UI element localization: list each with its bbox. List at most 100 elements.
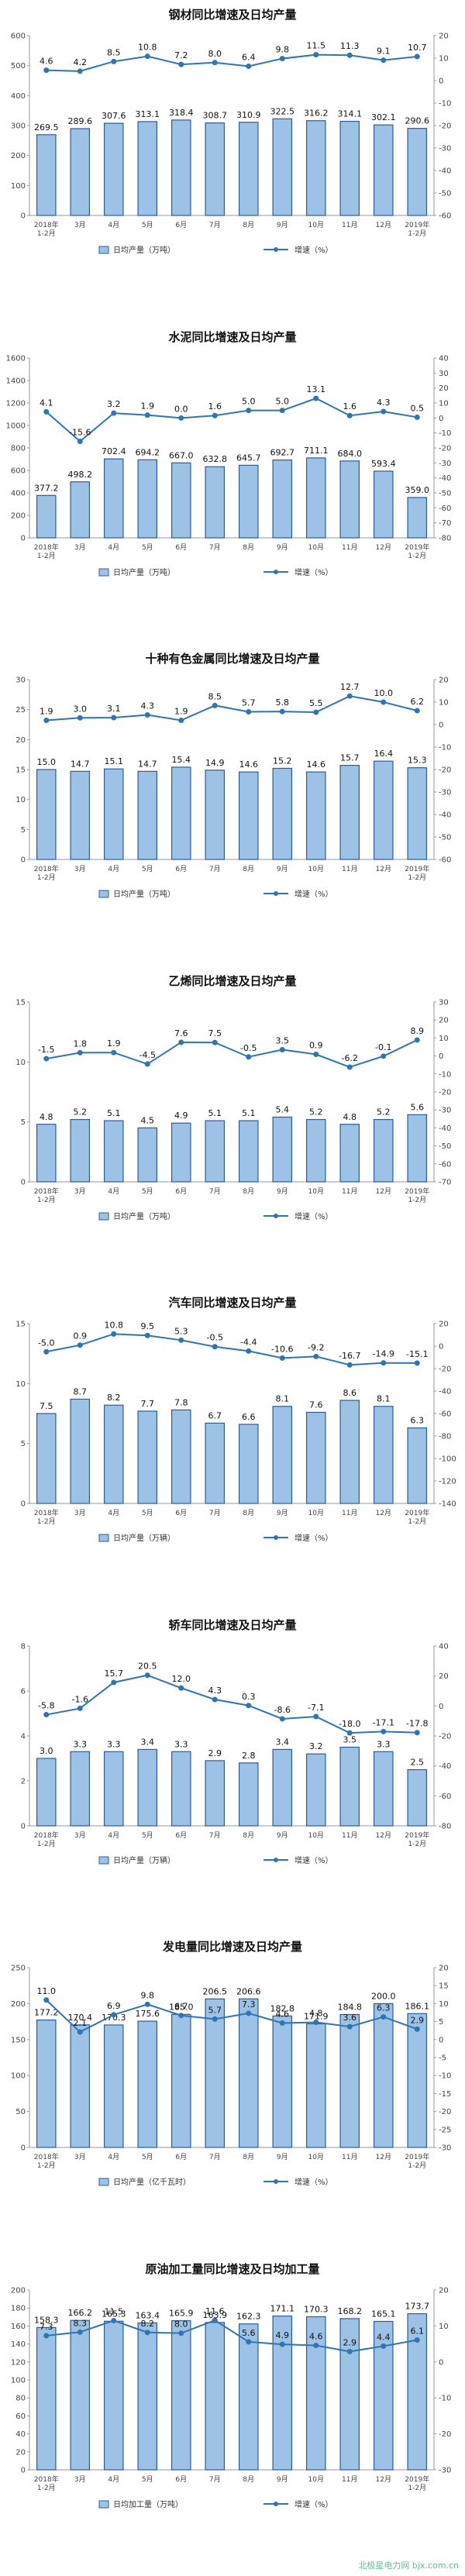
growth-point xyxy=(246,1348,252,1354)
bar xyxy=(305,120,326,216)
bar-value-label: 3.3 xyxy=(107,1739,121,1749)
y-tick-label-right: -20 xyxy=(439,1732,451,1741)
x-tick-label: 2018年 1-2月 xyxy=(34,542,59,560)
bar-value-label: 15.1 xyxy=(105,756,124,766)
bar xyxy=(170,1409,191,1504)
x-tick-label-line: 4月 xyxy=(108,1831,119,1840)
bar-value-label: 6.6 xyxy=(242,1412,256,1422)
bar xyxy=(407,2013,428,2148)
x-tick-label: 7月 xyxy=(209,543,221,552)
x-tick-label-line: 10月 xyxy=(308,2475,324,2484)
x-tick-label-line: 3月 xyxy=(74,2475,86,2484)
x-tick-label: 6月 xyxy=(175,1509,187,1517)
y-tick-label-left: 25 xyxy=(16,706,26,715)
growth-point xyxy=(178,717,184,723)
y-tick-label-right: -20 xyxy=(439,444,451,453)
growth-point xyxy=(381,2343,387,2349)
x-tick-label-line: 11月 xyxy=(342,2475,357,2484)
y-tick-label-left: 10 xyxy=(16,1380,26,1389)
y-tick-label-left: 0 xyxy=(21,2144,26,2153)
chart-panel: 轿车同比增速及日均产量 0 2 4 6 8 -80 -60 -40 -20 0 20 40 2018年 1-… xyxy=(0,1610,465,1933)
y-tick-label-left: 20 xyxy=(16,2448,26,2457)
growth-value-label: 11.5 xyxy=(105,2306,124,2316)
chart-panel: 汽车同比增速及日均产量 0 5 10 15 -140 -120 -100 -80 -60 -40 -2… xyxy=(0,1288,465,1610)
y-tick-label-right: 10 xyxy=(439,2322,449,2330)
growth-point xyxy=(43,408,50,415)
x-tick-label: 9月 xyxy=(277,543,288,552)
growth-point xyxy=(246,1702,252,1708)
growth-point xyxy=(77,68,83,74)
x-tick-label-line: 5月 xyxy=(142,865,153,873)
bar xyxy=(36,1413,57,1504)
growth-value-label: 4.9 xyxy=(276,2330,290,2340)
x-tick-label-line: 1-2月 xyxy=(37,552,56,560)
growth-point xyxy=(414,2337,420,2343)
growth-value-label: -15.1 xyxy=(406,1349,428,1359)
x-tick-label-line: 3月 xyxy=(74,1187,86,1196)
growth-point xyxy=(43,67,50,74)
y-tick-label-right: 20 xyxy=(439,2286,449,2295)
x-tick-label-line: 1-2月 xyxy=(408,2161,426,2170)
growth-point xyxy=(43,1997,50,2003)
bar-value-label: 8.2 xyxy=(107,1393,121,1403)
y-tick-label-left: 5 xyxy=(21,826,26,835)
x-tick-label-line: 7月 xyxy=(209,543,221,552)
x-tick-label: 2019年 1-2月 xyxy=(405,1186,429,1204)
y-tick-label-left: 200 xyxy=(11,152,26,160)
x-tick-label-line: 11月 xyxy=(342,221,357,229)
x-tick-label-line: 2018年 xyxy=(34,1508,59,1517)
growth-point xyxy=(144,2329,150,2335)
growth-value-label: 11.6 xyxy=(205,2306,225,2316)
growth-value-label: 5.0 xyxy=(242,396,256,406)
bar-value-label: 694.2 xyxy=(136,447,160,457)
growth-point xyxy=(279,1046,285,1052)
growth-point xyxy=(212,702,218,708)
growth-value-label: 8.9 xyxy=(411,1025,425,1035)
bar-value-label: 173.7 xyxy=(405,2301,430,2311)
x-tick-label-line: 1-2月 xyxy=(408,1196,426,1204)
bar-value-label: 3.3 xyxy=(174,1739,188,1749)
growth-point xyxy=(346,52,353,58)
growth-point xyxy=(414,53,420,60)
growth-value-label: 11.5 xyxy=(307,41,326,51)
x-tick-label: 3月 xyxy=(74,1509,86,1517)
x-tick-label-line: 2019年 xyxy=(405,542,429,552)
growth-value-label: 15.7 xyxy=(105,1668,124,1678)
y-tick-label-left: 30 xyxy=(16,677,26,685)
growth-value-label: 7.6 xyxy=(174,1028,188,1038)
chart-panel: 发电量同比增速及日均产量 0 50 100 150 200 250 -30 -25 -20 -15-… xyxy=(0,1932,465,2254)
growth-value-label: -0.5 xyxy=(207,1333,223,1343)
bar xyxy=(305,2316,326,2471)
y-tick-label-right: -40 xyxy=(439,1388,451,1396)
x-tick-label-line: 8月 xyxy=(243,543,254,552)
bar-value-label: 15.0 xyxy=(37,757,57,767)
y-tick-label-right: 20 xyxy=(439,33,449,41)
chart-svg: 水泥同比增速及日均产量02004006008001000120014001600… xyxy=(6,330,452,577)
bar xyxy=(36,134,57,216)
x-tick-label-line: 4月 xyxy=(108,543,119,552)
bar xyxy=(170,1751,191,1827)
x-tick-label: 11月 xyxy=(342,1509,357,1517)
x-tick-label: 6月 xyxy=(175,865,187,873)
x-tick-label: 8月 xyxy=(243,2153,254,2161)
growth-value-label: 10.7 xyxy=(408,43,427,53)
legend-bar-label: 日均产量（万吨） xyxy=(113,567,175,577)
growth-value-label: 12.0 xyxy=(172,1674,191,1684)
chart-title: 轿车同比增速及日均产量 xyxy=(168,1618,296,1632)
bar-value-label: 7.8 xyxy=(174,1397,188,1407)
bar xyxy=(137,1410,158,1504)
growth-line xyxy=(46,1333,418,1366)
growth-point xyxy=(144,53,150,60)
x-tick-label-line: 9月 xyxy=(277,2153,288,2161)
bar xyxy=(272,767,293,860)
y-tick-label-left: 400 xyxy=(11,489,26,498)
x-tick-label-line: 12月 xyxy=(376,1831,391,1840)
bar xyxy=(407,1427,428,1504)
chart-svg: 十种有色金属同比增速及日均产量 0 5 10 15 20 25 30 -60 -50 -40 -30 -… xyxy=(16,652,451,899)
growth-value-label: 5.6 xyxy=(242,2327,256,2337)
bar xyxy=(238,464,259,539)
bar xyxy=(305,1753,326,1827)
growth-point xyxy=(414,708,420,714)
growth-value-label: 11.3 xyxy=(340,41,360,51)
y-tick-label-left: 1600 xyxy=(6,354,26,363)
